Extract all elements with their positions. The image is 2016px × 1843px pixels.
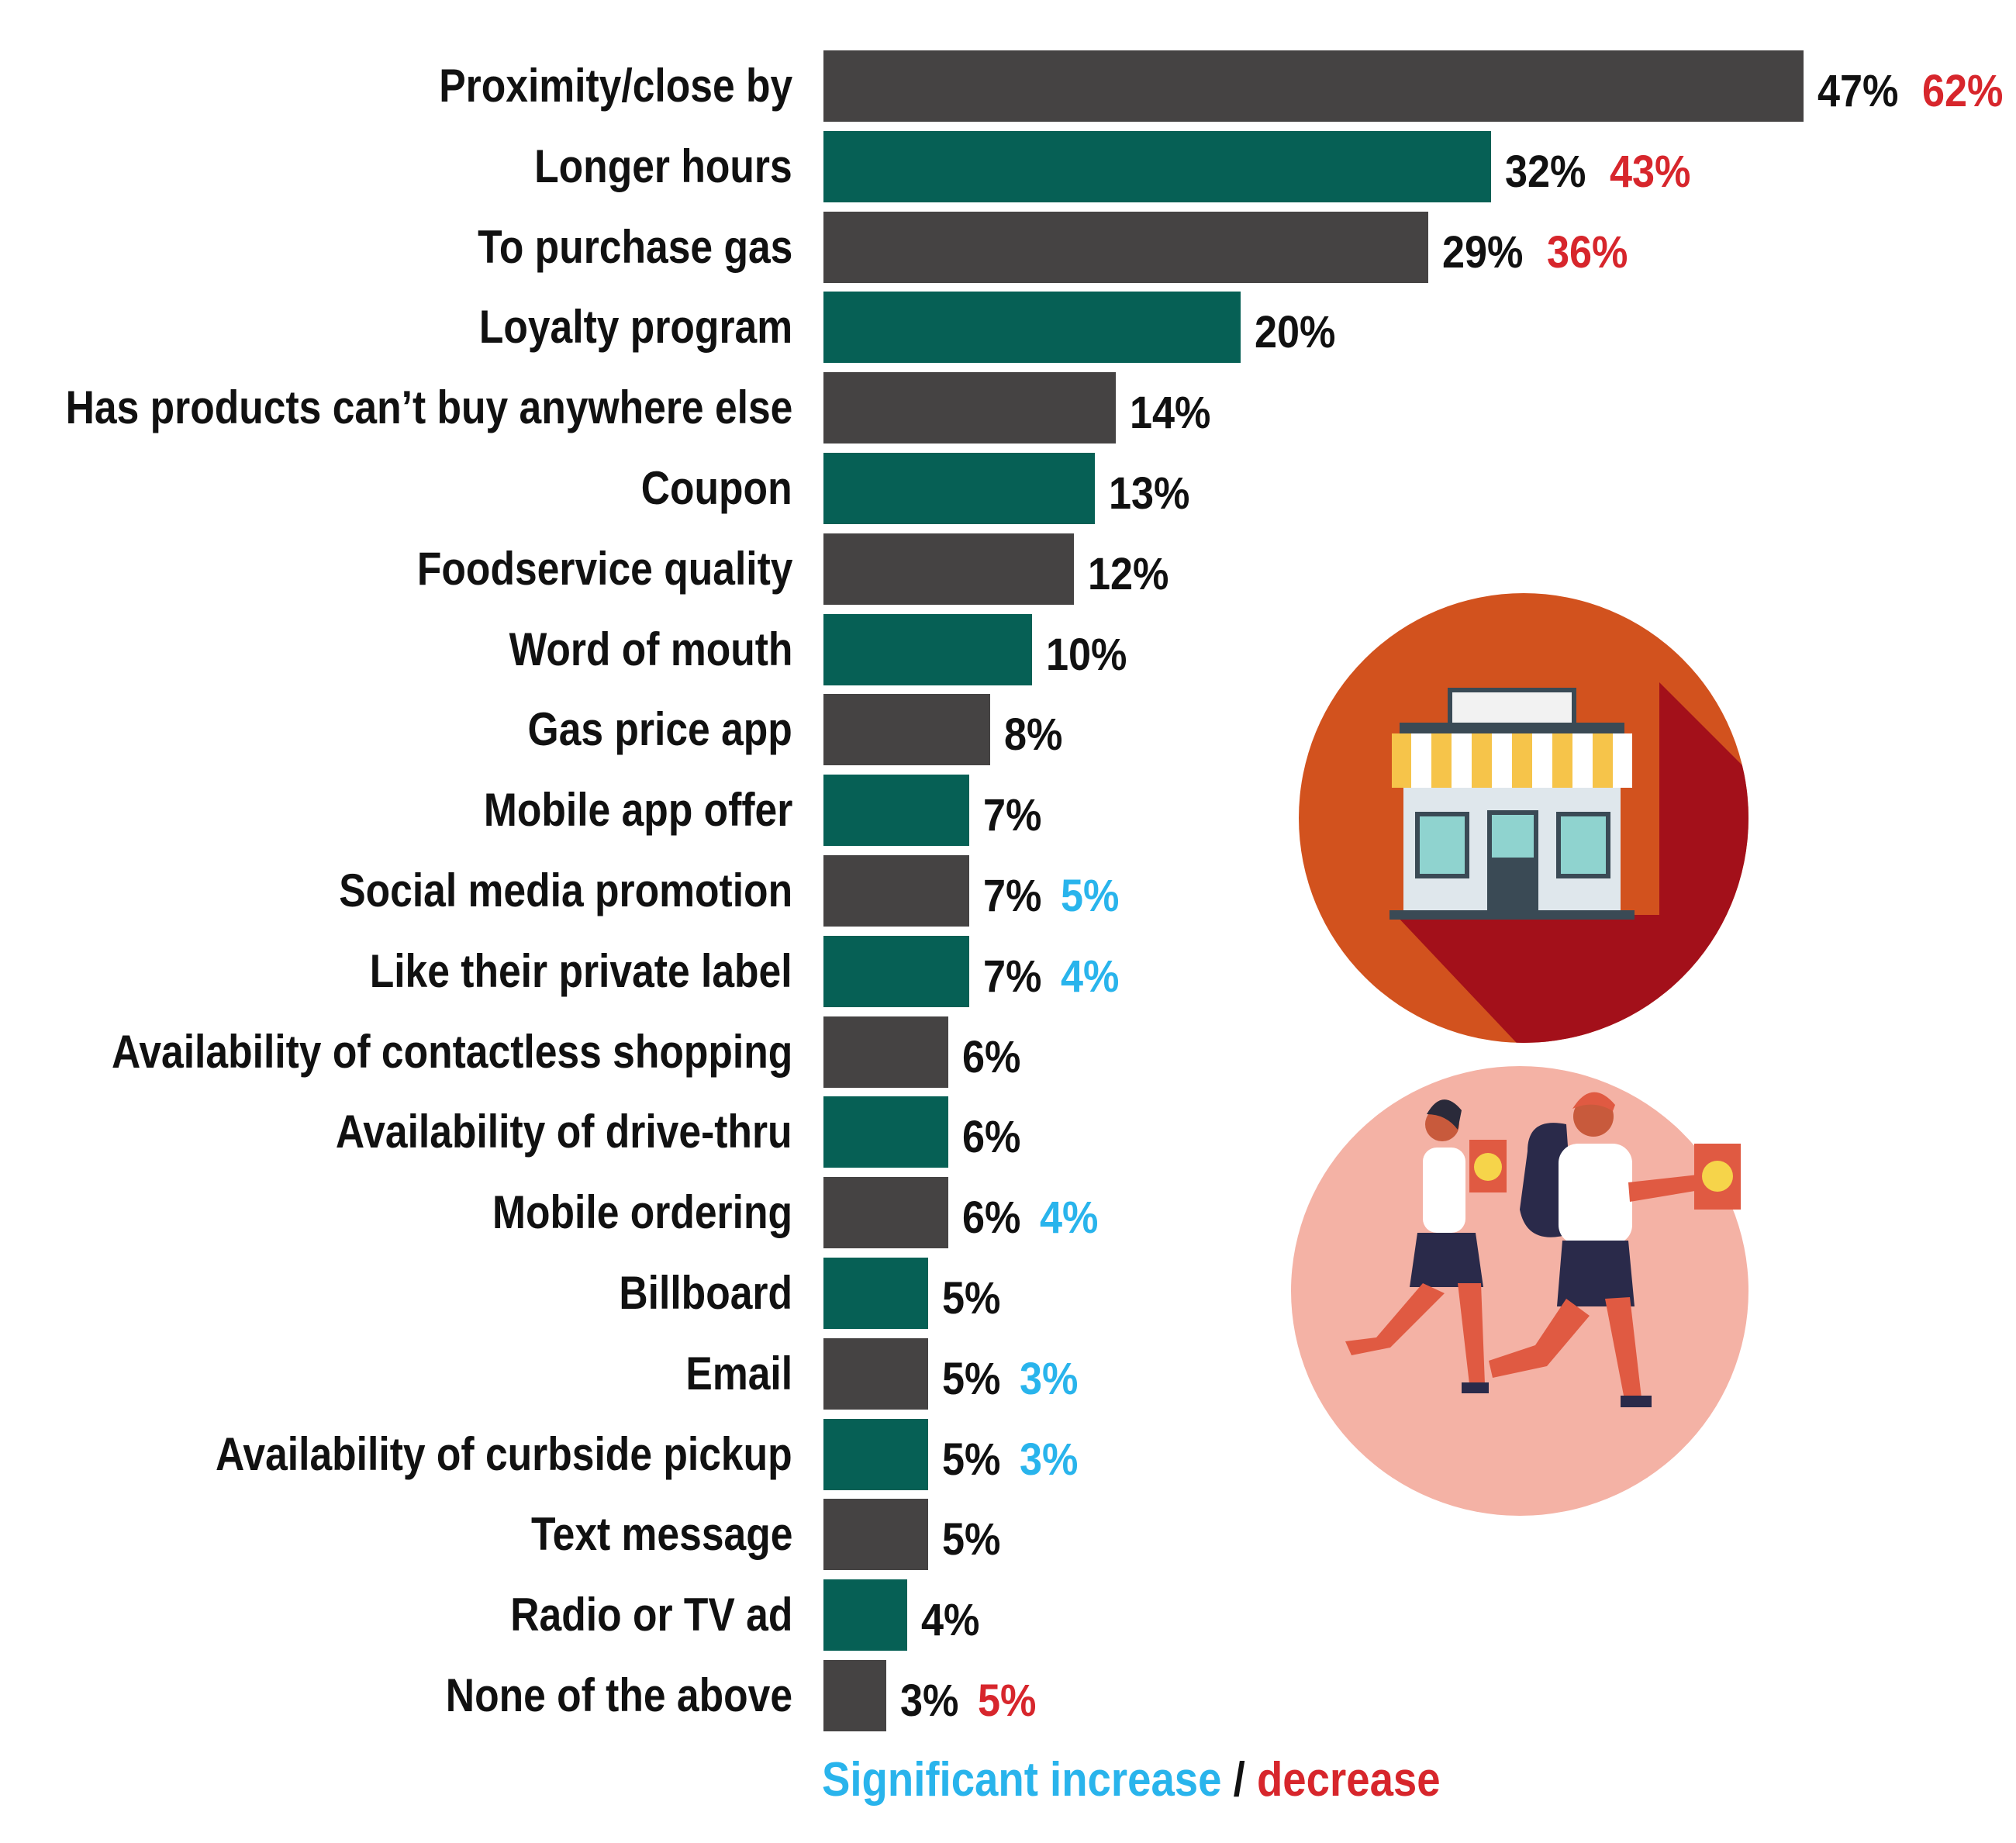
value-label: 8% [1004, 709, 1063, 761]
comparison-label: 3% [1019, 1353, 1078, 1404]
comparison-label: 4% [1061, 951, 1120, 1002]
bar [823, 50, 1804, 122]
comparison-label: 43% [1609, 146, 1691, 197]
value-label: 5% [941, 1514, 1000, 1565]
category-label: Radio or TV ad [509, 1589, 792, 1641]
value-label: 4% [920, 1595, 980, 1646]
value-label: 5% [941, 1273, 1000, 1324]
value-label: 6% [962, 1112, 1021, 1163]
category-label: Has products can’t buy anywhere else [65, 381, 792, 434]
value-label: 7% [983, 871, 1042, 921]
bar [823, 130, 1491, 202]
comparison-label: 5% [1061, 871, 1120, 921]
value-label: 14% [1129, 388, 1211, 439]
category-label: To purchase gas [477, 220, 792, 273]
value-label: 32% [1504, 146, 1586, 197]
category-label: Billboard [619, 1267, 792, 1319]
bar [823, 372, 1116, 444]
legend: Significant increase / decrease [822, 1756, 1441, 1804]
comparison-label: 3% [1019, 1434, 1078, 1485]
value-label: 47% [1818, 66, 1899, 116]
value-label: 3% [899, 1676, 959, 1726]
category-label: Loyalty program [478, 301, 792, 354]
comparison-label: 36% [1547, 226, 1628, 278]
comparison-label: 5% [977, 1676, 1037, 1726]
category-label: Social media promotion [339, 865, 792, 916]
bar [823, 1016, 949, 1088]
category-label: Mobile app offer [483, 784, 792, 837]
category-label: Gas price app [527, 703, 792, 756]
bar [823, 1337, 928, 1410]
value-label: 10% [1046, 629, 1127, 680]
bar [823, 453, 1095, 524]
value-label: 7% [983, 951, 1042, 1002]
legend-increase-text: Significant increase [822, 1753, 1222, 1807]
shoppers-icon [1291, 1066, 1748, 1516]
category-label: Word of mouth [509, 623, 792, 675]
legend-separator: / [1233, 1753, 1245, 1807]
value-label: 20% [1255, 307, 1336, 358]
value-label: 6% [962, 1031, 1021, 1082]
bar [823, 935, 970, 1007]
category-label: Availability of curbside pickup [216, 1427, 792, 1480]
value-label: 12% [1087, 548, 1169, 599]
value-label: 5% [941, 1434, 1000, 1485]
category-label: Mobile ordering [492, 1186, 792, 1239]
category-label: Availability of drive-thru [336, 1106, 792, 1158]
category-label: Email [685, 1347, 792, 1400]
category-label: Coupon [641, 462, 792, 514]
value-label: 13% [1108, 468, 1190, 519]
bar [823, 694, 991, 766]
legend-decrease-text: decrease [1256, 1753, 1441, 1807]
value-label: 6% [962, 1192, 1021, 1244]
comparison-label: 62% [1922, 66, 2004, 116]
bar [823, 613, 1032, 685]
category-label: Availability of contactless shopping [111, 1025, 792, 1078]
bar [823, 1499, 928, 1571]
category-label: Foodservice quality [416, 542, 792, 595]
bar [823, 211, 1429, 283]
category-label: None of the above [445, 1669, 792, 1721]
bar [823, 533, 1074, 605]
comparison-label: 4% [1040, 1192, 1099, 1244]
bar [823, 855, 970, 927]
bar [823, 1177, 949, 1249]
bar [823, 1258, 928, 1329]
bar [823, 1096, 949, 1168]
category-label: Longer hours [534, 140, 792, 192]
bar [823, 1418, 928, 1490]
bar [823, 1579, 907, 1651]
value-label: 7% [983, 790, 1042, 841]
bar [823, 1660, 886, 1731]
category-label: Text message [530, 1508, 792, 1561]
value-label: 29% [1442, 226, 1524, 278]
category-label: Proximity/close by [439, 60, 792, 112]
bar [823, 775, 970, 847]
bar [823, 292, 1241, 364]
category-label: Like their private label [370, 944, 792, 997]
value-label: 5% [941, 1353, 1000, 1404]
store-icon [1299, 593, 1748, 1043]
